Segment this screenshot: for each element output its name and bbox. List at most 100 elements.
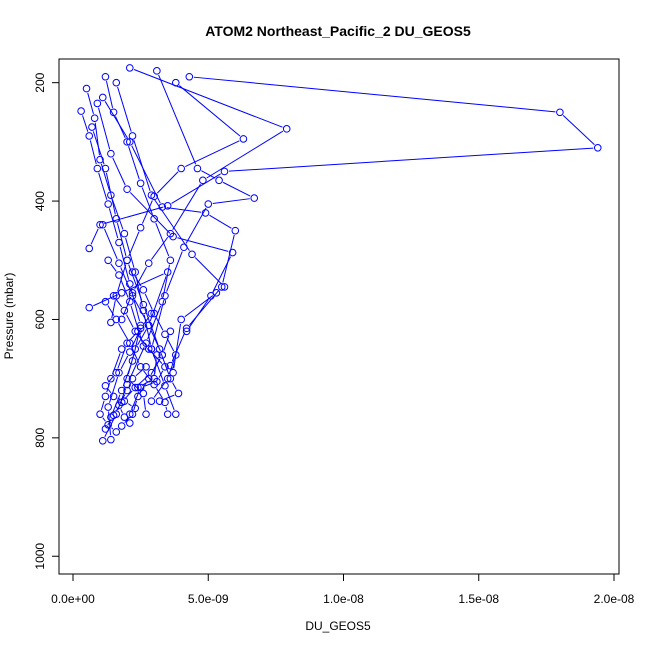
series-segment [105, 172, 116, 215]
series-segment [115, 405, 120, 412]
data-point [136, 223, 145, 232]
data-point [144, 374, 153, 383]
data-point [85, 244, 94, 253]
series-segment [120, 279, 129, 298]
series-segment [163, 335, 170, 351]
data-point [593, 143, 602, 152]
data-point [250, 194, 259, 202]
data-point [120, 413, 129, 421]
y-tick-label: 400 [33, 191, 47, 211]
data-point [88, 123, 96, 131]
series-segment [104, 101, 128, 139]
series-segment [143, 397, 146, 410]
series-segment [130, 305, 143, 342]
series-segment [188, 299, 209, 328]
series-segment [155, 317, 164, 331]
series-segment [100, 163, 111, 191]
series-segment [98, 107, 111, 150]
series-segment [184, 295, 214, 318]
series-segment [115, 299, 123, 308]
data-point [96, 155, 104, 164]
series-segment [120, 355, 129, 369]
data-point [98, 220, 107, 229]
data-point [215, 176, 223, 185]
data-point [101, 72, 110, 81]
series-segment [168, 359, 175, 375]
data-point [150, 380, 158, 389]
data-point [128, 268, 137, 276]
data-point [104, 421, 112, 429]
data-point [136, 179, 145, 188]
data-point [126, 339, 134, 347]
series-segment [150, 358, 161, 375]
data-point [158, 351, 167, 359]
series-segment [206, 130, 284, 179]
data-point [147, 191, 156, 199]
data-point [117, 422, 126, 430]
series-segment [166, 251, 183, 292]
series-segment [166, 338, 175, 352]
data-point [163, 410, 172, 418]
series-segment [172, 382, 177, 390]
series-segment [166, 389, 175, 411]
data-point [177, 164, 185, 173]
series-segment [133, 69, 283, 128]
profile-series [85, 72, 602, 253]
series-segment [150, 236, 169, 260]
data-point [96, 220, 104, 229]
x-tick-label: 2.0e-08 [594, 592, 635, 606]
data-point [115, 368, 123, 377]
data-point [144, 259, 153, 268]
data-point [107, 374, 115, 383]
data-point [144, 321, 153, 330]
profile-series [98, 93, 240, 370]
data-point [90, 114, 99, 122]
series-segment [138, 375, 149, 385]
series-segment [139, 382, 147, 393]
data-point [228, 248, 237, 257]
series-segment [102, 417, 106, 422]
series-segment [133, 400, 138, 411]
series-segment [222, 234, 235, 283]
series-segment [135, 369, 143, 377]
data-point [166, 327, 175, 336]
series-segment [111, 427, 114, 430]
x-axis-label: DU_GEOS5 [305, 619, 371, 633]
data-point [126, 419, 134, 427]
profile-series [96, 345, 126, 436]
series-segment [104, 228, 118, 260]
data-point [126, 64, 134, 72]
series-segment [98, 172, 108, 200]
data-point [199, 176, 207, 185]
series-segment [104, 206, 164, 225]
data-point [126, 348, 134, 356]
data-point [101, 164, 110, 173]
series-segment [119, 246, 130, 280]
series-segment [219, 289, 222, 291]
series-segment [193, 76, 556, 113]
series-segment [212, 256, 232, 292]
data-point [109, 411, 118, 420]
data-point [185, 72, 194, 81]
series-segment [111, 353, 121, 375]
data-point [193, 164, 202, 173]
data-point [147, 309, 156, 318]
data-point [136, 383, 145, 392]
data-point [139, 342, 148, 350]
profile-series [115, 363, 150, 427]
data-point [147, 397, 156, 405]
data-point [153, 67, 161, 75]
profile-series [117, 327, 175, 430]
series-segment [131, 145, 161, 204]
data-point [163, 268, 172, 276]
data-point [112, 428, 121, 436]
series-segment [209, 214, 232, 229]
series-segment [124, 390, 133, 400]
series-segment [172, 183, 201, 231]
series-segment [137, 329, 147, 346]
data-point [123, 256, 131, 265]
series-segment [105, 81, 114, 109]
chart-title: ATOM2 Northeast_Pacific_2 DU_GEOS5 [205, 23, 471, 39]
profile-series [104, 309, 156, 444]
series-segment [171, 173, 221, 204]
